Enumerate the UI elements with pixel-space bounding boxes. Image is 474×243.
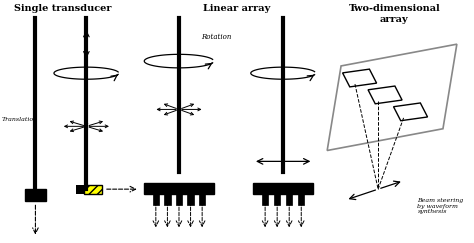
Text: Beam steering
by waveform
synthesis: Beam steering by waveform synthesis (418, 198, 464, 214)
Bar (153, 194, 159, 205)
Text: Translation: Translation (1, 117, 38, 122)
Bar (76, 185, 84, 194)
Bar (286, 194, 292, 205)
Bar (25, 189, 46, 201)
Bar (262, 194, 268, 205)
Bar (274, 194, 281, 205)
Bar (84, 185, 101, 194)
Bar (253, 183, 313, 194)
Bar (176, 194, 182, 205)
Bar (187, 194, 194, 205)
Bar (164, 194, 171, 205)
Text: Two-dimensional
array: Two-dimensional array (348, 4, 440, 24)
Bar (144, 183, 214, 194)
Text: Single transducer: Single transducer (15, 4, 112, 13)
Bar (298, 194, 304, 205)
Text: Linear array: Linear array (203, 4, 271, 13)
Bar (199, 194, 205, 205)
Text: Rotation: Rotation (201, 33, 231, 41)
